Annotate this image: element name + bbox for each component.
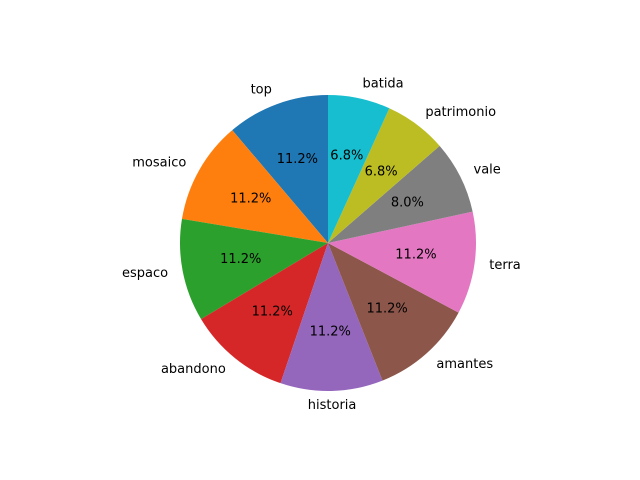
pct-label-amantes: 11.2% xyxy=(366,302,407,317)
pie-labels: 11.2% top 11.2% mosaico 11.2% espaco 11.2% aban… xyxy=(122,76,521,413)
pct-label-patrimonio: 6.8% xyxy=(365,164,398,179)
pct-label-mosaico: 11.2% xyxy=(230,192,271,207)
pct-label-terra: 11.2% xyxy=(395,248,436,263)
pct-label-espaco: 11.2% xyxy=(220,252,261,267)
slice-label-mosaico: mosaico xyxy=(132,155,186,170)
pct-label-vale: 8.0% xyxy=(391,196,424,211)
pct-label-batida: 6.8% xyxy=(330,149,363,164)
pie-slice-terra xyxy=(328,211,476,313)
slice-label-amantes: amantes xyxy=(436,357,493,372)
pie-slice-top xyxy=(232,95,328,243)
pie-slice-vale xyxy=(328,145,473,243)
slice-label-espaco: espaco xyxy=(122,266,168,281)
pie-slices xyxy=(180,95,476,392)
pie-slice-espaco xyxy=(180,218,328,320)
pct-label-historia: 11.2% xyxy=(310,324,351,339)
pie-slice-mosaico xyxy=(181,130,328,243)
pie-slice-amantes xyxy=(328,243,459,381)
pie-slice-historia xyxy=(280,243,383,392)
pie-slice-patrimonio xyxy=(328,108,440,243)
slice-label-batida: batida xyxy=(363,76,404,91)
slice-label-vale: vale xyxy=(474,163,501,178)
slice-label-top: top xyxy=(251,83,272,98)
pct-label-abandono: 11.2% xyxy=(252,305,293,320)
pie-slice-abandono xyxy=(201,243,328,384)
slice-label-patrimonio: patrimonio xyxy=(425,105,496,120)
slice-label-abandono: abandono xyxy=(161,362,226,377)
slice-label-terra: terra xyxy=(489,258,521,273)
pie-slice-batida xyxy=(328,95,390,243)
slice-label-historia: historia xyxy=(308,398,357,413)
pct-label-top: 11.2% xyxy=(277,152,318,167)
